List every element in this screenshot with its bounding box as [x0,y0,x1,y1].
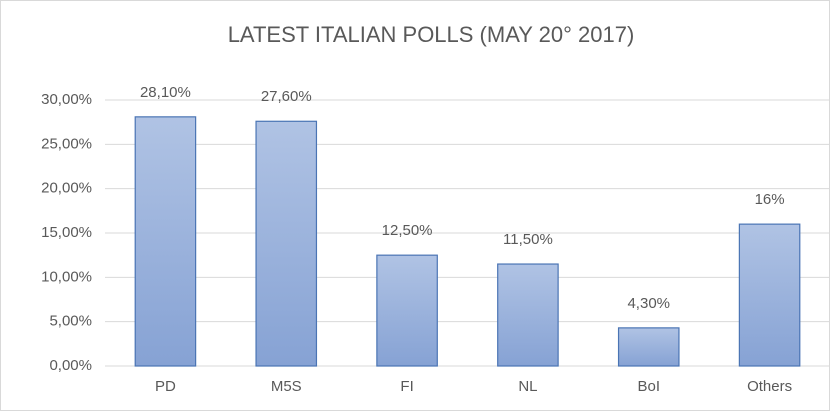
data-label: 16% [755,191,785,208]
data-label: 11,50% [503,231,553,248]
x-tick-label: PD [155,378,176,395]
x-tick-label: M5S [271,378,302,395]
y-tick-label: 10,00% [41,268,92,285]
bar [497,263,559,367]
data-label: 4,30% [627,295,670,312]
y-tick-label: 25,00% [41,135,92,152]
y-tick-label: 30,00% [41,91,92,108]
bar [617,327,680,367]
chart-title: LATEST ITALIAN POLLS (MAY 20° 2017) [228,22,635,47]
bar [134,116,197,367]
y-tick-label: 5,00% [49,313,92,330]
bar [376,254,438,367]
bar [255,120,318,367]
x-tick-label: BoI [637,378,660,395]
y-tick-label: 15,00% [41,224,92,241]
x-tick-label: NL [518,378,537,395]
data-label: 28,10% [140,84,191,101]
x-tick-label: FI [400,378,413,395]
x-tick-label: Others [747,378,792,395]
data-label: 27,60% [261,88,312,105]
y-tick-label: 20,00% [41,180,92,197]
bar [738,223,801,367]
data-label: 12,50% [382,222,433,239]
y-tick-label: 0,00% [49,357,92,374]
